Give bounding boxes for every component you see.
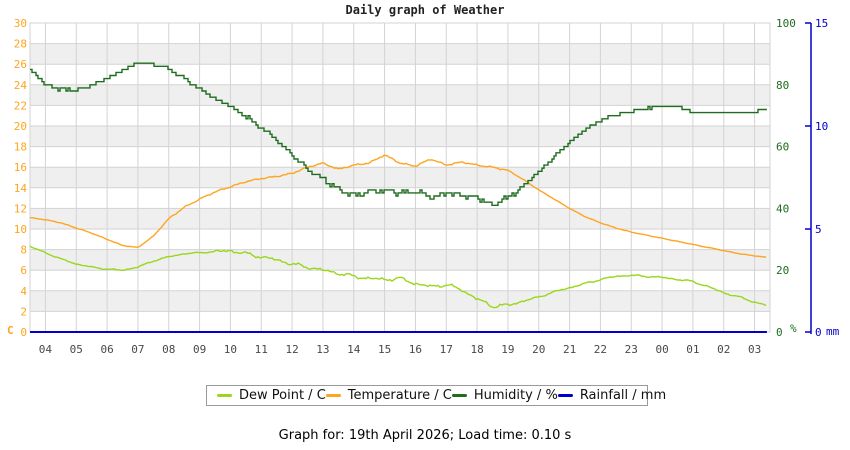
percent-axis-tick-label: 20 [776, 264, 789, 277]
mm-axis-tick-label: 10 [815, 120, 828, 133]
left-axis-tick-label: 12 [14, 202, 27, 215]
left-axis-tick-label: 28 [14, 38, 27, 51]
x-axis-tick-label: 14 [347, 343, 361, 356]
x-axis-tick-label: 03 [748, 343, 761, 356]
mm-axis-tick-label: 5 [815, 223, 822, 236]
percent-axis-tick-label: 80 [776, 79, 789, 92]
left-axis-tick-label: 22 [14, 99, 27, 112]
plot-stripe [30, 126, 770, 147]
left-axis-tick-label: 26 [14, 58, 27, 71]
left-axis-tick-label: 30 [14, 17, 27, 30]
left-axis-tick-label: 8 [20, 244, 27, 257]
plot-stripe [30, 187, 770, 209]
legend: Dew Point / C Temperature / C Humidity / %… [206, 385, 666, 406]
legend-swatch-rainfall-mm [557, 394, 573, 397]
x-axis-tick-label: 09 [193, 343, 206, 356]
left-axis-tick-label: 24 [14, 79, 28, 92]
left-axis-tick-label: 18 [14, 141, 27, 154]
plot-stripe [30, 43, 770, 65]
legend-label-humidity: Humidity / % [473, 388, 558, 403]
left-axis-tick-label: 6 [20, 264, 27, 277]
left-axis-tick-label: 0 [20, 326, 27, 339]
percent-axis-tick-label: 40 [776, 202, 789, 215]
plot-stripe [30, 311, 770, 332]
x-axis-tick-label: 01 [686, 343, 699, 356]
left-axis-tick-label: 20 [14, 120, 27, 133]
left-axis-unit: C [7, 324, 14, 337]
legend-swatch-dew-point-c [217, 394, 232, 397]
left-axis-tick-label: 16 [14, 161, 27, 174]
plot-stripe [30, 229, 770, 250]
x-axis-tick-label: 15 [378, 343, 391, 356]
legend-label-temperature-c: Temperature / C [347, 388, 452, 403]
legend-item-humidity: Humidity / % [451, 388, 558, 403]
x-axis-tick-label: 06 [100, 343, 113, 356]
percent-axis-tick-label: 0 [776, 326, 783, 339]
percent-axis-tick-label: 60 [776, 141, 789, 154]
x-axis-tick-label: 12 [285, 343, 298, 356]
legend-item-rainfall-mm: Rainfall / mm [557, 388, 667, 403]
plot-stripe [30, 167, 770, 188]
plot-stripe [30, 249, 770, 271]
percent-axis-unit: % [790, 322, 797, 335]
series-line-humidity [30, 62, 767, 207]
x-axis-tick-label: 05 [70, 343, 83, 356]
legend-item-temperature-c: Temperature / C [325, 388, 452, 403]
legend-label-dew-point-c: Dew Point / C [239, 388, 326, 403]
x-axis-tick-label: 19 [501, 343, 514, 356]
plot-stripe [30, 290, 770, 312]
x-axis-tick-label: 22 [594, 343, 607, 356]
plot-stripe [30, 105, 770, 126]
x-axis-tick-label: 16 [409, 343, 422, 356]
x-axis-tick-label: 21 [563, 343, 576, 356]
x-axis-tick-label: 04 [39, 343, 53, 356]
x-axis-tick-label: 23 [625, 343, 638, 356]
left-axis-tick-label: 2 [20, 305, 27, 318]
page-title: Daily graph of Weather [345, 3, 505, 17]
mm-axis-tick-label: 15 [815, 17, 828, 30]
x-axis-tick-label: 13 [316, 343, 329, 356]
mm-axis-unit: mm [826, 325, 840, 338]
x-axis-tick-label: 02 [717, 343, 730, 356]
plot-stripe [30, 146, 770, 168]
series-line-dew-point-c [29, 245, 767, 309]
x-axis-tick-label: 11 [255, 343, 268, 356]
x-axis-tick-label: 20 [532, 343, 545, 356]
legend-swatch-temperature-c [325, 394, 341, 397]
plot-stripe [30, 64, 770, 85]
mm-axis-tick-label: 0 [815, 326, 822, 339]
legend-label-rainfall-mm: Rainfall / mm [579, 388, 667, 403]
x-axis-tick-label: 17 [440, 343, 453, 356]
series-line-temperature-c [29, 154, 766, 258]
x-axis-tick-label: 08 [162, 343, 175, 356]
percent-axis-tick-label: 100 [776, 17, 796, 30]
left-axis-tick-label: 4 [20, 285, 27, 298]
footer-text: Graph for: 19th April 2026; Load time: 0… [278, 428, 572, 443]
legend-swatch-humidity [451, 394, 467, 397]
x-axis-tick-label: 10 [224, 343, 237, 356]
plot-stripe [30, 23, 770, 44]
x-axis-tick-label: 18 [470, 343, 483, 356]
plot-stripe [30, 270, 770, 291]
legend-item-dew-point-c: Dew Point / C [217, 388, 326, 403]
left-axis-tick-label: 10 [14, 223, 27, 236]
x-axis-tick-label: 07 [131, 343, 144, 356]
x-axis-tick-label: 00 [655, 343, 668, 356]
plot-stripe [30, 208, 770, 229]
plot-stripe [30, 84, 770, 106]
left-axis-tick-label: 14 [14, 182, 28, 195]
